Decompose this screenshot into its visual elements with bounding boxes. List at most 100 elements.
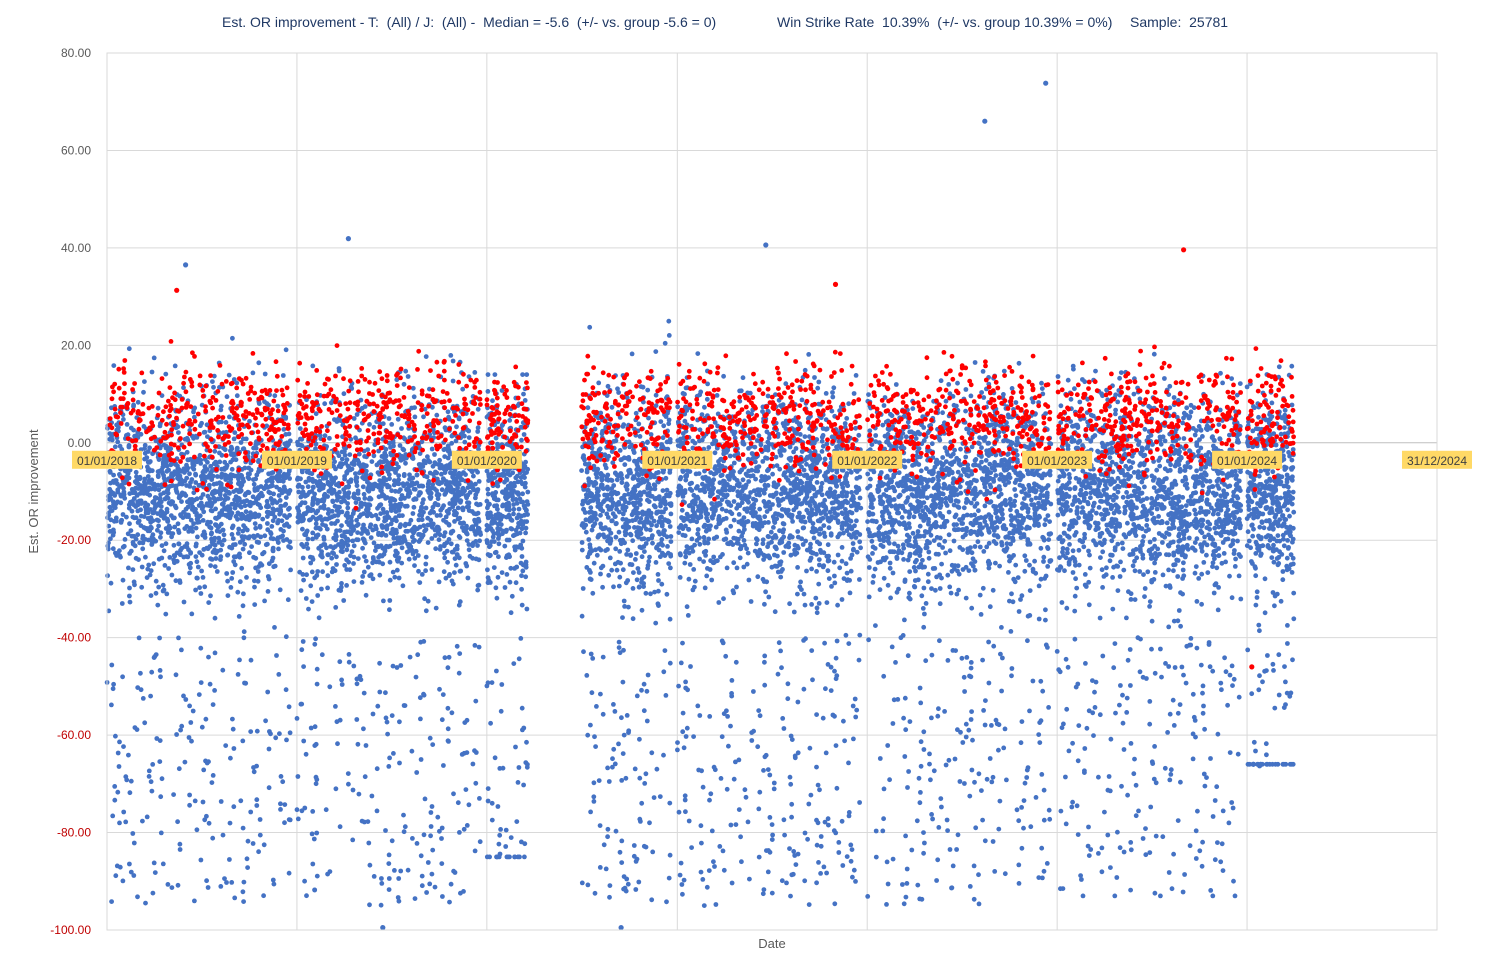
point-winner [477, 389, 483, 395]
point-non-winner [622, 462, 628, 467]
point-non-winner [220, 527, 226, 533]
point-winner [398, 375, 403, 381]
point-non-winner [229, 532, 235, 537]
point-non-winner [279, 490, 285, 496]
point-winner [223, 453, 229, 458]
point-non-winner [346, 495, 351, 500]
point-non-winner [302, 878, 307, 884]
point-non-winner [245, 838, 251, 844]
point-non-winner [222, 876, 227, 881]
point-non-winner [633, 551, 639, 556]
point-non-winner [495, 574, 501, 580]
point-winner [463, 446, 469, 451]
point-winner [269, 416, 275, 422]
point-non-winner [319, 554, 325, 560]
point-non-winner [494, 668, 499, 674]
point-winner [215, 428, 221, 433]
point-winner [136, 426, 142, 432]
point-winner [297, 360, 303, 366]
point-non-winner [228, 459, 234, 465]
point-winner [429, 437, 434, 443]
point-non-winner [189, 477, 195, 482]
point-non-winner [466, 435, 472, 440]
point-non-winner [121, 809, 127, 815]
point-non-winner [439, 836, 444, 841]
point-winner [513, 364, 519, 370]
point-non-winner [354, 537, 359, 543]
point-non-winner [358, 500, 364, 506]
point-winner [444, 391, 450, 396]
point-winner [344, 418, 350, 424]
point-non-winner [235, 589, 241, 595]
point-non-winner [265, 502, 270, 508]
point-non-winner [504, 572, 510, 577]
point-winner [456, 362, 462, 367]
point-non-winner [309, 569, 315, 575]
point-winner [264, 445, 270, 451]
point-non-winner [189, 738, 194, 744]
point-non-winner [403, 368, 409, 374]
point-non-winner [277, 731, 282, 737]
point-winner [234, 385, 240, 391]
point-non-winner [612, 514, 618, 519]
point-non-winner [216, 444, 222, 450]
point-winner [234, 405, 240, 411]
point-non-winner [470, 543, 475, 549]
point-non-winner [257, 494, 262, 500]
point-winner [312, 435, 318, 440]
point-non-winner [266, 477, 272, 483]
point-winner [147, 427, 153, 432]
point-non-winner [516, 520, 522, 526]
point-non-winner [421, 414, 426, 420]
point-non-winner [492, 755, 498, 761]
point-winner [130, 438, 135, 444]
point-non-winner [654, 766, 660, 772]
point-non-winner [310, 861, 316, 867]
point-non-winner [423, 561, 429, 567]
point-non-winner [373, 523, 378, 529]
point-non-winner [140, 546, 146, 552]
point-non-winner [416, 517, 422, 523]
point-non-winner [397, 719, 402, 725]
point-non-winner [585, 500, 591, 506]
point-non-winner [455, 516, 461, 522]
point-winner [318, 471, 324, 476]
point-non-winner [637, 775, 643, 781]
point-non-winner [506, 537, 512, 543]
point-non-winner [513, 527, 519, 533]
point-winner [502, 419, 508, 425]
point-non-winner [264, 423, 270, 429]
point-non-winner [631, 474, 637, 479]
point-non-winner [282, 475, 288, 481]
point-winner [367, 475, 373, 481]
point-non-winner [135, 481, 141, 487]
point-non-winner [450, 378, 456, 384]
point-non-winner [244, 527, 250, 533]
point-winner [256, 436, 262, 442]
point-non-winner [485, 798, 491, 804]
point-winner [420, 447, 425, 453]
point-non-winner [360, 545, 365, 551]
point-non-winner [234, 380, 240, 386]
point-non-winner [203, 716, 209, 722]
point-non-winner [270, 547, 276, 553]
point-winner [431, 418, 437, 423]
point-non-winner [379, 488, 384, 494]
point-non-winner [153, 483, 159, 489]
point-non-winner [405, 374, 411, 379]
point-non-winner [329, 521, 334, 526]
point-non-winner [351, 579, 357, 584]
point-non-winner [423, 460, 428, 466]
point-non-winner [329, 514, 335, 520]
point-non-winner [600, 508, 606, 514]
point-non-winner [371, 453, 377, 459]
point-non-winner [267, 490, 273, 496]
title-sample-size: Sample: 25781 [1130, 14, 1229, 30]
point-non-winner [109, 434, 114, 440]
point-non-winner [156, 487, 162, 493]
point-non-winner [425, 454, 430, 460]
point-winner [515, 428, 521, 433]
point-non-winner [336, 509, 342, 515]
point-non-winner [655, 572, 661, 577]
point-non-winner [125, 531, 131, 537]
